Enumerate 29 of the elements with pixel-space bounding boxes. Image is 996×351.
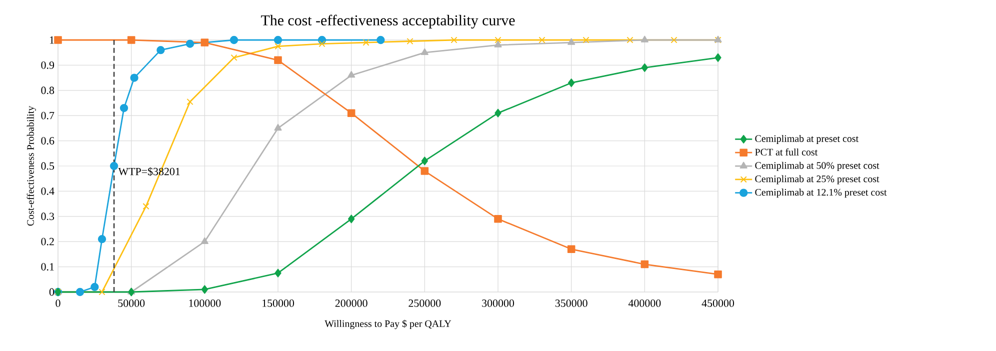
y-tick-label: 0.3 [41, 212, 54, 220]
y-tick-label: 0.4 [41, 187, 54, 195]
x-axis-title: Willingness to Pay $ per QALY [324, 320, 452, 330]
x-tick-label: 350000 [555, 300, 588, 307]
y-tick-label: 0.1 [41, 263, 54, 271]
x-tick-label: 150000 [262, 300, 294, 307]
x-tick-label: 100000 [189, 300, 221, 307]
x-tick-label: 300000 [482, 300, 514, 307]
legend-label: Cemiplimab at 12.1% preset cost [755, 188, 887, 198]
y-tick-label: 1 [50, 36, 54, 44]
y-tick-label: 0.2 [41, 238, 54, 246]
legend-label: Cemiplimab at 50% preset cost [755, 162, 880, 171]
y-tick-label: 0.9 [41, 61, 54, 69]
y-tick-label: 0.7 [41, 112, 54, 120]
chart-title: The cost -effectiveness acceptability curve [261, 14, 515, 28]
legend-label: PCT at full cost [755, 148, 818, 156]
y-axis-title: Cost-effectiveness Probability [26, 106, 36, 226]
legend-label: Cemiplimab at preset cost [755, 134, 859, 144]
x-tick-label: 200000 [335, 300, 368, 307]
legend-label: Cemiplimab at 25% preset cost [755, 175, 880, 184]
x-tick-label: 400000 [628, 300, 661, 307]
x-tick-label: 250000 [408, 300, 441, 307]
x-tick-label: 0 [56, 300, 60, 307]
y-tick-label: 0.8 [41, 86, 54, 94]
x-tick-label: 50000 [118, 300, 145, 307]
y-tick-label: 0.6 [41, 137, 54, 145]
y-tick-label: 0.5 [41, 162, 54, 170]
x-tick-label: 450000 [702, 300, 734, 307]
y-tick-label: 0 [49, 288, 54, 296]
